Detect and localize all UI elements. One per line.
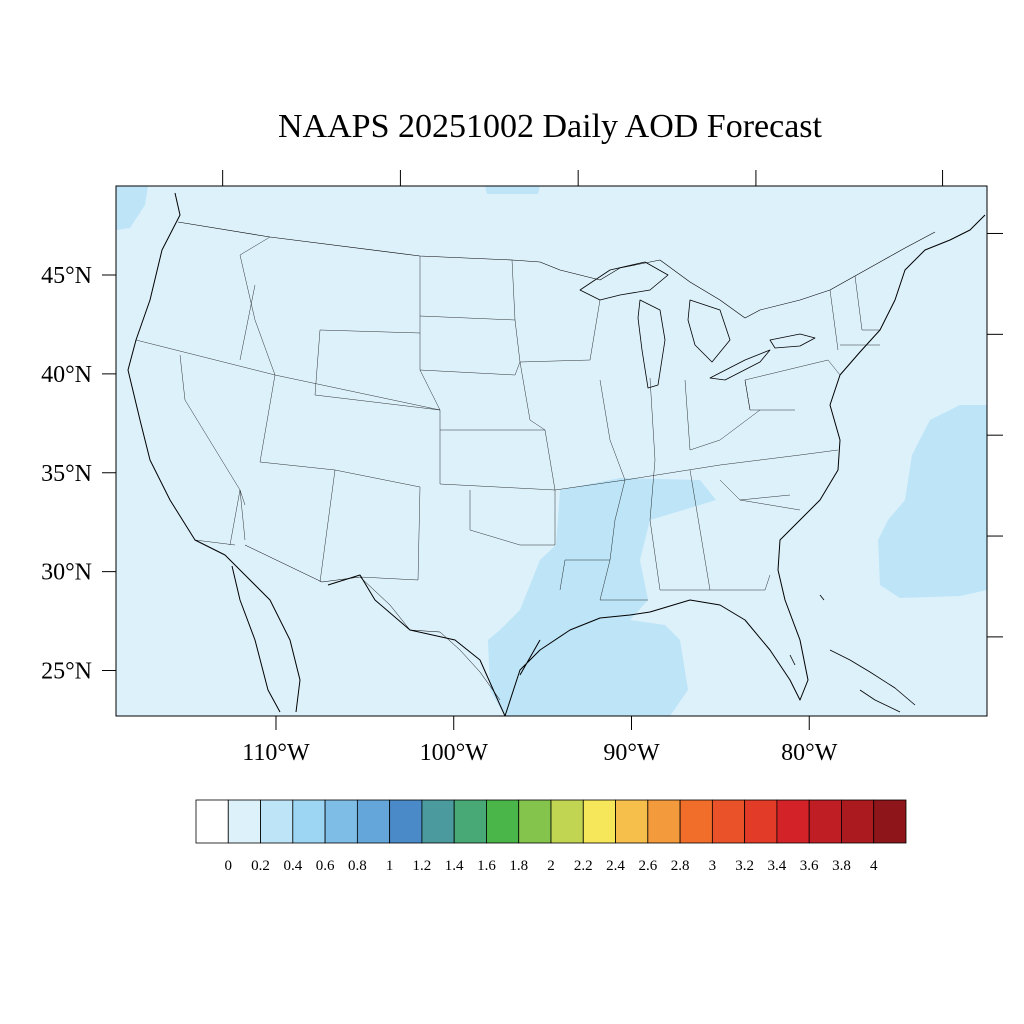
colorbar-label: 0.2 xyxy=(251,858,270,874)
x-tick-label: 100°W xyxy=(420,740,489,766)
colorbar-label: 1.2 xyxy=(413,858,432,874)
state-borders xyxy=(135,236,880,601)
colorbar-label: 3 xyxy=(709,858,717,874)
colorbar-label: 3.8 xyxy=(832,858,851,874)
y-tick-label: 25°N xyxy=(41,659,92,685)
colorbar-swatch xyxy=(389,799,423,844)
colorbar-label: 1.6 xyxy=(477,858,496,874)
colorbar-swatch xyxy=(647,799,681,844)
colorbar-label: 1.8 xyxy=(509,858,528,874)
colorbar-labels: 0 0.2 0.4 0.6 0.8 1 1.2 1.4 1.6 1.8 2 2.2 2.4 2.6 2.8 3… xyxy=(225,858,878,874)
aod-region-gulf xyxy=(488,478,716,716)
aod-field xyxy=(116,186,987,716)
lake-superior xyxy=(579,261,669,301)
coastline xyxy=(127,192,986,716)
colorbar-swatch xyxy=(615,799,649,844)
colorbar-swatch xyxy=(227,799,261,844)
x-axis: 110°W 100°W 90°W 80°W xyxy=(242,716,838,766)
x-tick-label: 110°W xyxy=(242,740,310,766)
colorbar-swatch xyxy=(324,799,358,844)
lake-michigan xyxy=(637,299,666,389)
colorbar-label: 0.6 xyxy=(316,858,335,874)
colorbar-label: 0 xyxy=(225,858,233,874)
colorbar-label: 1.4 xyxy=(445,858,464,874)
colorbar-swatch xyxy=(776,799,810,844)
colorbar-swatch xyxy=(550,799,584,844)
lake-huron xyxy=(687,299,731,363)
y-tick-label: 45°N xyxy=(41,263,92,289)
colorbar-label: 3.2 xyxy=(735,858,754,874)
colorbar-swatch xyxy=(582,799,616,844)
colorbar-swatch xyxy=(486,799,520,844)
colorbar-label: 2.2 xyxy=(574,858,593,874)
islands xyxy=(789,594,916,713)
colorbar-label: 2 xyxy=(547,858,555,874)
colorbar-label: 3.4 xyxy=(768,858,787,874)
y-tick-label: 35°N xyxy=(41,461,92,487)
mexico-border xyxy=(244,544,501,701)
colorbar-label: 2.4 xyxy=(606,858,625,874)
colorbar-swatch xyxy=(195,799,229,844)
colorbar-swatch xyxy=(744,799,778,844)
aod-region-pacific xyxy=(116,186,148,230)
colorbar-swatch xyxy=(841,799,875,844)
lake-ontario xyxy=(769,333,816,349)
map-title: NAAPS 20251002 Daily AOD Forecast xyxy=(278,108,822,145)
y-tick-label: 40°N xyxy=(41,362,92,388)
colorbar-swatch xyxy=(356,799,391,844)
aod-region-atlantic xyxy=(878,405,987,598)
colorbar-swatch xyxy=(292,799,326,844)
top-axis-ticks xyxy=(222,170,944,186)
plot-frame xyxy=(115,185,988,717)
y-axis: 45°N 40°N 35°N 30°N 25°N xyxy=(41,263,116,685)
colorbar-swatch xyxy=(421,799,455,844)
y-tick-label: 30°N xyxy=(41,560,92,586)
colorbar-label: 3.6 xyxy=(800,858,819,874)
colorbar-swatch xyxy=(873,799,907,844)
colorbar-label: 0.8 xyxy=(348,858,367,874)
colorbar-swatch xyxy=(518,799,552,844)
x-tick-label: 90°W xyxy=(603,740,660,766)
colorbar-label: 2.6 xyxy=(638,858,657,874)
colorbar-label: 4 xyxy=(870,858,878,874)
colorbar-swatch xyxy=(711,799,746,844)
lake-erie xyxy=(709,349,771,381)
colorbar-swatch xyxy=(679,799,713,844)
colorbar-swatch xyxy=(453,799,487,844)
colorbar-swatch xyxy=(808,799,842,844)
colorbar-label: 1 xyxy=(386,858,394,874)
right-axis-ticks xyxy=(987,232,1003,638)
boundaries xyxy=(127,192,986,716)
colorbar-label: 0.4 xyxy=(283,858,302,874)
aod-region-north xyxy=(485,186,540,194)
x-tick-label: 80°W xyxy=(781,740,838,766)
colorbar xyxy=(195,799,907,844)
colorbar-swatch xyxy=(260,799,294,844)
colorbar-label: 2.8 xyxy=(671,858,690,874)
